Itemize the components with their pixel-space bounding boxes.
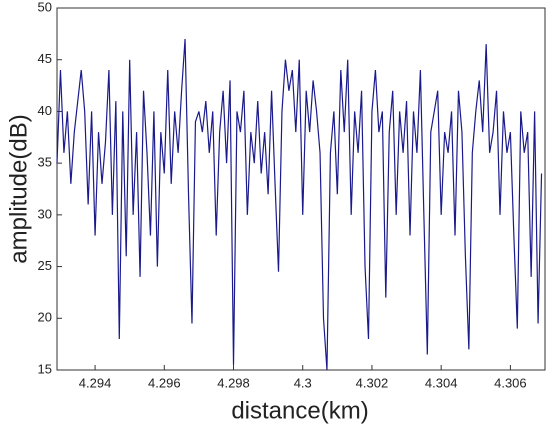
x-axis-label: distance(km) xyxy=(231,397,368,424)
y-axis-label: amplitude(dB) xyxy=(5,114,32,263)
x-tick-label: 4.298 xyxy=(217,375,250,390)
y-tick-label: 40 xyxy=(38,103,52,118)
x-tick-label: 4.296 xyxy=(148,375,181,390)
y-tick-label: 45 xyxy=(38,51,52,66)
y-tick-label: 25 xyxy=(38,258,52,273)
y-tick-label: 20 xyxy=(38,310,52,325)
y-tick-label: 15 xyxy=(38,361,52,376)
y-tick-label: 35 xyxy=(38,155,52,170)
plot-frame xyxy=(56,7,546,371)
x-tick-label: 4.294 xyxy=(79,375,112,390)
y-tick-label: 50 xyxy=(38,0,52,14)
x-tick-label: 4.304 xyxy=(425,375,458,390)
x-tick-label: 4.306 xyxy=(494,375,527,390)
y-tick-label: 30 xyxy=(38,206,52,221)
data-line xyxy=(56,38,543,371)
x-tick-label: 4.302 xyxy=(356,375,389,390)
x-tick-label: 4.3 xyxy=(294,375,312,390)
